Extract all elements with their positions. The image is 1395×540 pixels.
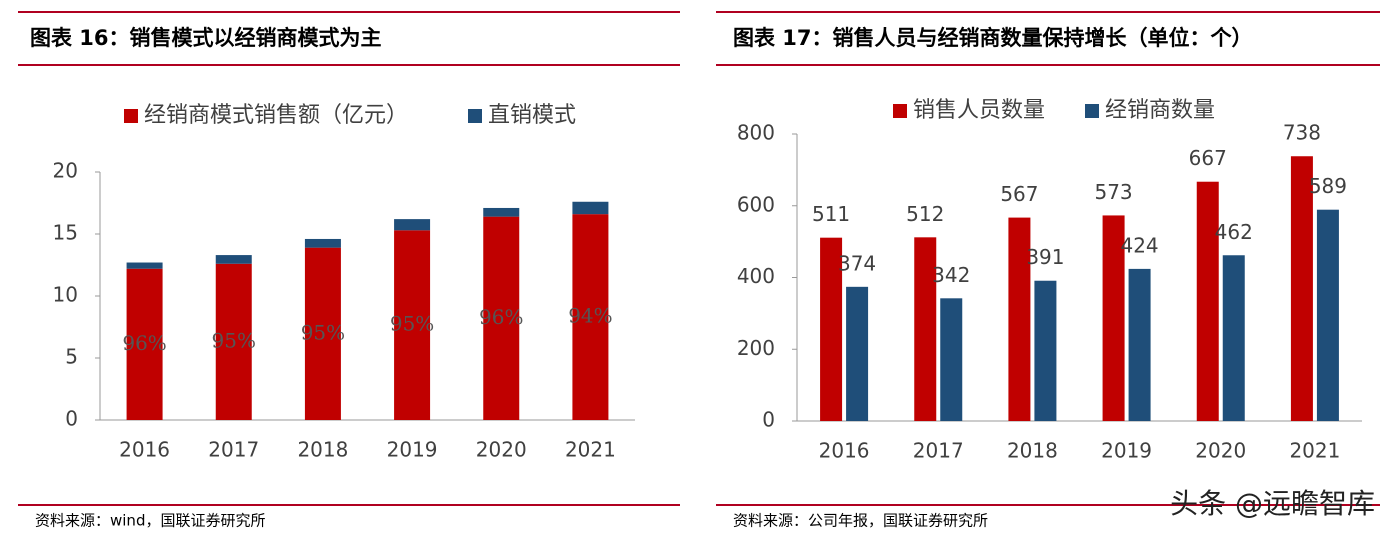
bar <box>304 247 341 420</box>
y-tick-label: 10 <box>53 283 78 307</box>
data-label: 573 <box>1094 180 1132 204</box>
x-tick-label: 2016 <box>819 439 870 463</box>
data-label: 462 <box>1215 220 1253 244</box>
bar <box>304 238 341 248</box>
x-tick-label: 2016 <box>119 438 170 462</box>
bar <box>483 216 520 420</box>
bar <box>1102 215 1125 421</box>
bar <box>1008 217 1031 421</box>
source: 资料来源：公司年报，国联证券研究所 <box>733 512 988 530</box>
bar <box>1034 280 1057 421</box>
x-tick-label: 2021 <box>1289 439 1340 463</box>
bar <box>394 219 431 231</box>
legend-label: 经销商模式销售额（亿元） <box>144 103 408 128</box>
legend-swatch <box>893 104 907 118</box>
x-tick-label: 2017 <box>913 439 964 463</box>
data-label: 667 <box>1189 146 1227 170</box>
source: 资料来源：wind，国联证券研究所 <box>35 512 265 530</box>
chart-title: 图表 16：销售模式以经销商模式为主 <box>30 26 382 50</box>
legend-swatch <box>1085 104 1099 118</box>
data-label: 589 <box>1309 174 1347 198</box>
x-tick-label: 2020 <box>1195 439 1246 463</box>
x-tick-label: 2017 <box>208 438 259 462</box>
bar <box>1316 209 1339 421</box>
share-label: 95% <box>390 312 434 336</box>
y-tick-label: 20 <box>53 159 78 183</box>
bar <box>572 214 609 420</box>
x-tick-label: 2020 <box>476 438 527 462</box>
data-label: 567 <box>1000 182 1038 206</box>
data-label: 374 <box>838 251 876 275</box>
y-tick-label: 200 <box>737 336 775 360</box>
bar <box>1128 268 1151 421</box>
y-tick-label: 800 <box>737 121 775 145</box>
legend-label: 经销商数量 <box>1105 98 1215 123</box>
bar <box>1222 255 1245 421</box>
share-label: 96% <box>479 305 523 329</box>
bar <box>126 268 163 420</box>
x-tick-label: 2018 <box>297 438 348 462</box>
data-label: 512 <box>906 202 944 226</box>
x-tick-label: 2018 <box>1007 439 1058 463</box>
y-tick-label: 600 <box>737 192 775 216</box>
chart-title: 图表 17：销售人员与经销商数量保持增长（单位：个） <box>733 26 1253 50</box>
y-tick-label: 400 <box>737 264 775 288</box>
share-label: 95% <box>301 320 345 344</box>
data-label: 391 <box>1026 245 1064 269</box>
bar <box>914 237 937 421</box>
bar <box>846 286 869 421</box>
bar <box>1196 181 1219 421</box>
bar <box>394 230 431 420</box>
y-tick-label: 15 <box>53 221 78 245</box>
bar <box>215 255 252 264</box>
legend-swatch <box>124 109 138 123</box>
bar <box>1290 156 1313 421</box>
data-label: 342 <box>932 263 970 287</box>
bar <box>215 263 252 420</box>
legend-swatch <box>468 109 482 123</box>
bar <box>126 262 163 269</box>
bar <box>940 298 963 421</box>
bar <box>820 237 843 421</box>
data-label: 738 <box>1283 121 1321 145</box>
y-tick-label: 0 <box>65 407 78 431</box>
share-label: 94% <box>568 304 612 328</box>
x-tick-label: 2019 <box>387 438 438 462</box>
legend-label: 直销模式 <box>488 103 576 128</box>
data-label: 511 <box>812 202 850 226</box>
share-label: 96% <box>122 331 166 355</box>
y-tick-label: 0 <box>762 408 775 432</box>
share-label: 95% <box>212 328 256 352</box>
y-tick-label: 5 <box>65 345 78 369</box>
x-tick-label: 2019 <box>1101 439 1152 463</box>
x-tick-label: 2021 <box>565 438 616 462</box>
watermark: 头条 @远瞻智库 <box>1170 487 1375 520</box>
data-label: 424 <box>1120 233 1158 257</box>
legend-label: 销售人员数量 <box>913 98 1045 123</box>
bar <box>483 207 520 217</box>
bar <box>572 201 609 215</box>
